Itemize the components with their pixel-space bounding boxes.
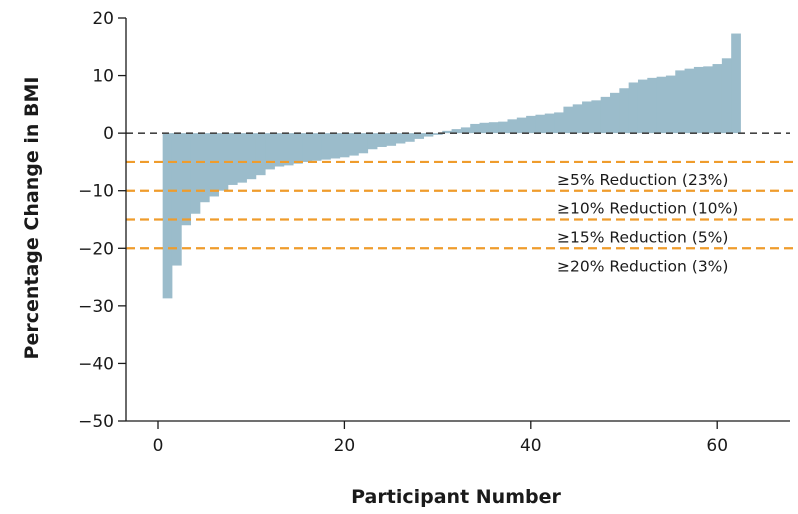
bar-participant-60 (712, 64, 723, 134)
bar-participant-30 (432, 133, 443, 135)
x-axis-title: Participant Number (351, 486, 561, 508)
x-tick-label-2: 40 (520, 436, 542, 456)
bar-participant-4 (190, 133, 201, 214)
bar-participant-8 (227, 133, 238, 185)
axes: 20 10 0 −10 −20 −30 −40 −50 0 20 40 60 (78, 9, 790, 456)
bar-participant-47 (591, 100, 602, 134)
bar-participant-31 (442, 130, 452, 134)
bar-participant-52 (637, 79, 648, 134)
bar-participant-46 (582, 101, 592, 134)
bar-participant-1 (162, 133, 173, 299)
bar-participant-2 (171, 133, 182, 266)
bar-participant-18 (321, 133, 331, 160)
bar-participant-50 (619, 88, 630, 134)
bar-participant-16 (302, 133, 313, 162)
bar-participant-7 (218, 133, 229, 191)
x-tick-label-0: 0 (153, 436, 164, 456)
bar-participant-44 (563, 106, 574, 134)
bar-participant-58 (693, 66, 704, 134)
bar-participant-23 (367, 133, 378, 150)
threshold-label-20: ≥20% Reduction (3%) (557, 257, 728, 275)
bar-participant-13 (274, 133, 285, 167)
bar-participant-34 (470, 123, 480, 134)
y-axis-title: Percentage Change in BMI (21, 77, 43, 360)
bar-participant-22 (358, 133, 369, 154)
bar-participant-43 (554, 112, 564, 134)
bar-participant-28 (414, 133, 425, 139)
bar-participant-27 (404, 133, 415, 142)
bar-participant-3 (181, 133, 192, 226)
threshold-label-5: ≥5% Reduction (23%) (557, 171, 728, 189)
bar-participant-21 (349, 133, 359, 156)
y-tick-label-2: 0 (103, 124, 114, 144)
y-tick-label-1: 10 (92, 67, 114, 87)
bar-participant-29 (423, 133, 434, 137)
bar-participant-36 (488, 122, 499, 134)
bar-participant-10 (246, 133, 257, 180)
y-tick-label-7: −50 (78, 412, 114, 432)
y-tick-label-0: 20 (92, 9, 114, 29)
threshold-labels: ≥5% Reduction (23%) ≥10% Reduction (10%) ≥… (557, 171, 738, 275)
bar-participant-54 (656, 76, 667, 134)
bar-participant-9 (237, 133, 247, 183)
y-tick-label-3: −10 (78, 182, 114, 202)
bar-participant-42 (544, 113, 555, 134)
y-tick-label-4: −20 (78, 239, 114, 259)
bar-participant-33 (460, 127, 471, 134)
bar-participant-20 (339, 133, 350, 158)
bar-participant-37 (498, 121, 508, 134)
bar-participant-38 (507, 119, 518, 134)
bar-participant-15 (293, 133, 303, 164)
bars (162, 33, 741, 299)
bar-participant-32 (451, 129, 462, 134)
bar-participant-41 (535, 114, 546, 134)
bar-participant-11 (255, 133, 266, 176)
bar-participant-61 (721, 58, 732, 134)
bar-participant-51 (628, 82, 639, 134)
bar-participant-55 (665, 75, 676, 134)
bar-participant-17 (311, 133, 322, 161)
threshold-label-10: ≥10% Reduction (10%) (557, 200, 738, 218)
bar-participant-24 (377, 133, 387, 147)
x-tick-label-1: 20 (334, 436, 356, 456)
bar-participant-19 (330, 133, 341, 159)
bar-participant-25 (386, 133, 397, 146)
bar-participant-49 (610, 92, 620, 134)
bar-participant-53 (647, 77, 658, 134)
bar-participant-12 (265, 133, 275, 170)
bar-participant-39 (516, 117, 527, 134)
bar-participant-40 (526, 115, 536, 134)
bar-participant-48 (600, 96, 611, 134)
bar-participant-26 (395, 133, 406, 144)
bar-participant-6 (209, 133, 219, 197)
threshold-label-15: ≥15% Reduction (5%) (557, 229, 728, 247)
bar-participant-59 (703, 66, 713, 134)
bar-participant-62 (731, 33, 741, 134)
bar-participant-56 (675, 70, 685, 134)
bar-participant-5 (199, 133, 210, 203)
bar-participant-57 (684, 68, 695, 134)
bar-participant-35 (479, 122, 490, 134)
bar-participant-14 (283, 133, 294, 166)
x-tick-label-3: 60 (706, 436, 728, 456)
y-tick-label-6: −40 (78, 354, 114, 374)
bar-participant-45 (572, 104, 583, 134)
y-tick-label-5: −30 (78, 297, 114, 317)
